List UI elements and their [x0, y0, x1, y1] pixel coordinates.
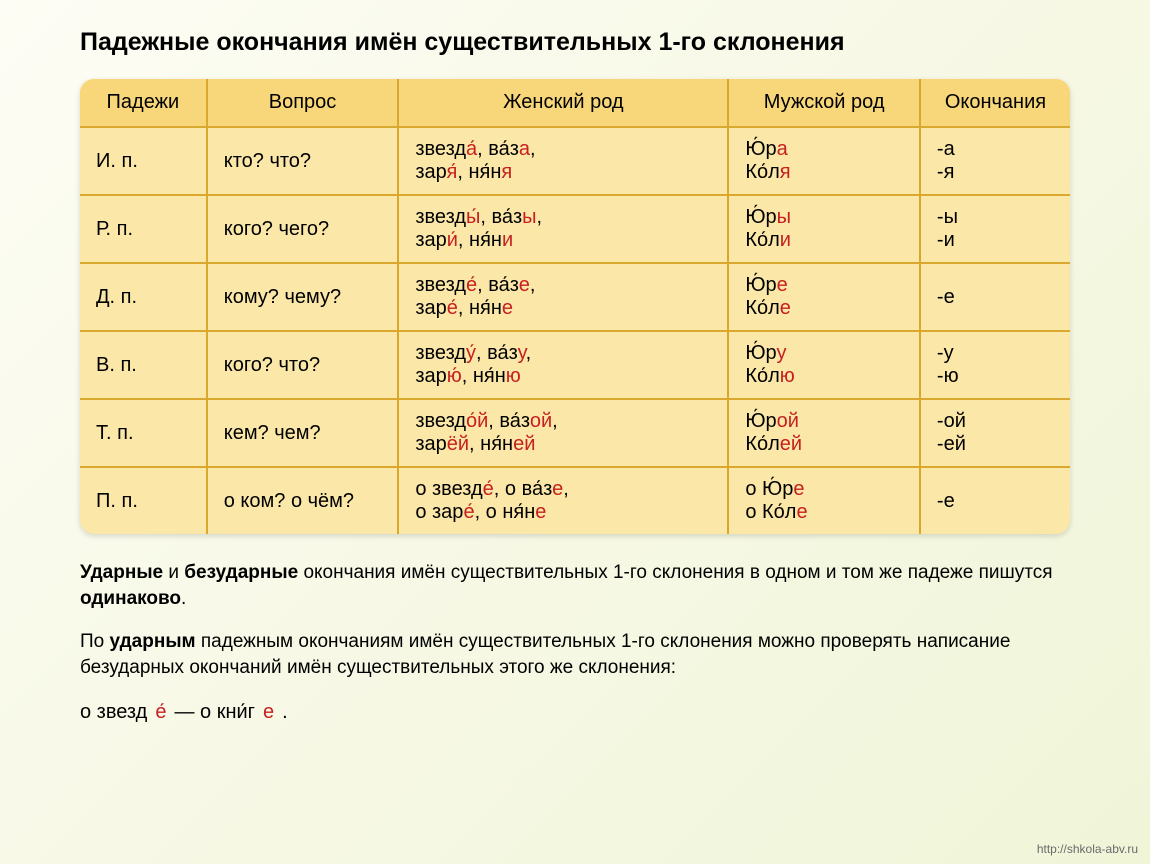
cell-case: Р. п.: [80, 196, 208, 264]
table-row: Т. п.кем? чем?звездо́й, ва́зой,зарёй, ня…: [80, 400, 1070, 468]
cell-endings: -ы-и: [921, 196, 1070, 264]
cell-masculine: Ю́реКо́ле: [729, 264, 921, 332]
cell-endings: -ой-ей: [921, 400, 1070, 468]
cell-case: И. п.: [80, 128, 208, 196]
cell-question: о ком? о чём?: [208, 468, 400, 534]
rule-2: По ударным падежным окончаниям имён суще…: [80, 629, 1070, 680]
table-row: Р. п.кого? чего?звезды́, ва́зы,зари́, ня…: [80, 196, 1070, 264]
cell-case: П. п.: [80, 468, 208, 534]
cell-question: кого? чего?: [208, 196, 400, 264]
cell-question: кто? что?: [208, 128, 400, 196]
table-row: Д. п.кому? чему?звезде́, ва́зе,заре́, ня…: [80, 264, 1070, 332]
cell-feminine: звезду́, ва́зу,зарю́, ня́ню: [399, 332, 729, 400]
cell-endings: -е: [921, 264, 1070, 332]
header-feminine: Женский род: [399, 79, 729, 128]
cell-question: кем? чем?: [208, 400, 400, 468]
page-title: Падежные окончания имён существительных …: [80, 28, 1070, 57]
cell-masculine: о Ю́рео Ко́ле: [729, 468, 921, 534]
cell-feminine: звездо́й, ва́зой,зарёй, ня́ней: [399, 400, 729, 468]
rule-example: о звезде́ — о кни́ге.: [80, 699, 1070, 726]
cell-feminine: звезде́, ва́зе,заре́, ня́не: [399, 264, 729, 332]
cell-case: Д. п.: [80, 264, 208, 332]
rule-1: Ударные и безударные окончания имён суще…: [80, 560, 1070, 611]
cell-feminine: о звезде́, о ва́зе,о заре́, о ня́не: [399, 468, 729, 534]
cell-case: В. п.: [80, 332, 208, 400]
cell-endings: -е: [921, 468, 1070, 534]
table-row: В. п.кого? что?звезду́, ва́зу,зарю́, ня́…: [80, 332, 1070, 400]
cell-endings: -у-ю: [921, 332, 1070, 400]
cell-question: кому? чему?: [208, 264, 400, 332]
cell-masculine: Ю́руКо́лю: [729, 332, 921, 400]
header-endings: Окончания: [921, 79, 1070, 128]
header-masculine: Мужской род: [729, 79, 921, 128]
header-question: Вопрос: [208, 79, 400, 128]
cell-feminine: звезда́, ва́за,заря́, ня́ня: [399, 128, 729, 196]
table-header-row: Падежи Вопрос Женский род Мужской род Ок…: [80, 79, 1070, 128]
cell-question: кого? что?: [208, 332, 400, 400]
cell-masculine: Ю́ройКо́лей: [729, 400, 921, 468]
cell-masculine: Ю́раКо́ля: [729, 128, 921, 196]
table-body: И. п.кто? что?звезда́, ва́за,заря́, ня́н…: [80, 128, 1070, 534]
cell-endings: -а-я: [921, 128, 1070, 196]
header-case: Падежи: [80, 79, 208, 128]
cell-masculine: Ю́рыКо́ли: [729, 196, 921, 264]
table-row: И. п.кто? что?звезда́, ва́за,заря́, ня́н…: [80, 128, 1070, 196]
cell-feminine: звезды́, ва́зы,зари́, ня́ни: [399, 196, 729, 264]
declension-table: Падежи Вопрос Женский род Мужской род Ок…: [80, 79, 1070, 534]
rules-block: Ударные и безударные окончания имён суще…: [80, 560, 1070, 726]
footer-url: http://shkola-abv.ru: [1037, 842, 1138, 856]
table-row: П. п.о ком? о чём?о звезде́, о ва́зе,о з…: [80, 468, 1070, 534]
cell-case: Т. п.: [80, 400, 208, 468]
